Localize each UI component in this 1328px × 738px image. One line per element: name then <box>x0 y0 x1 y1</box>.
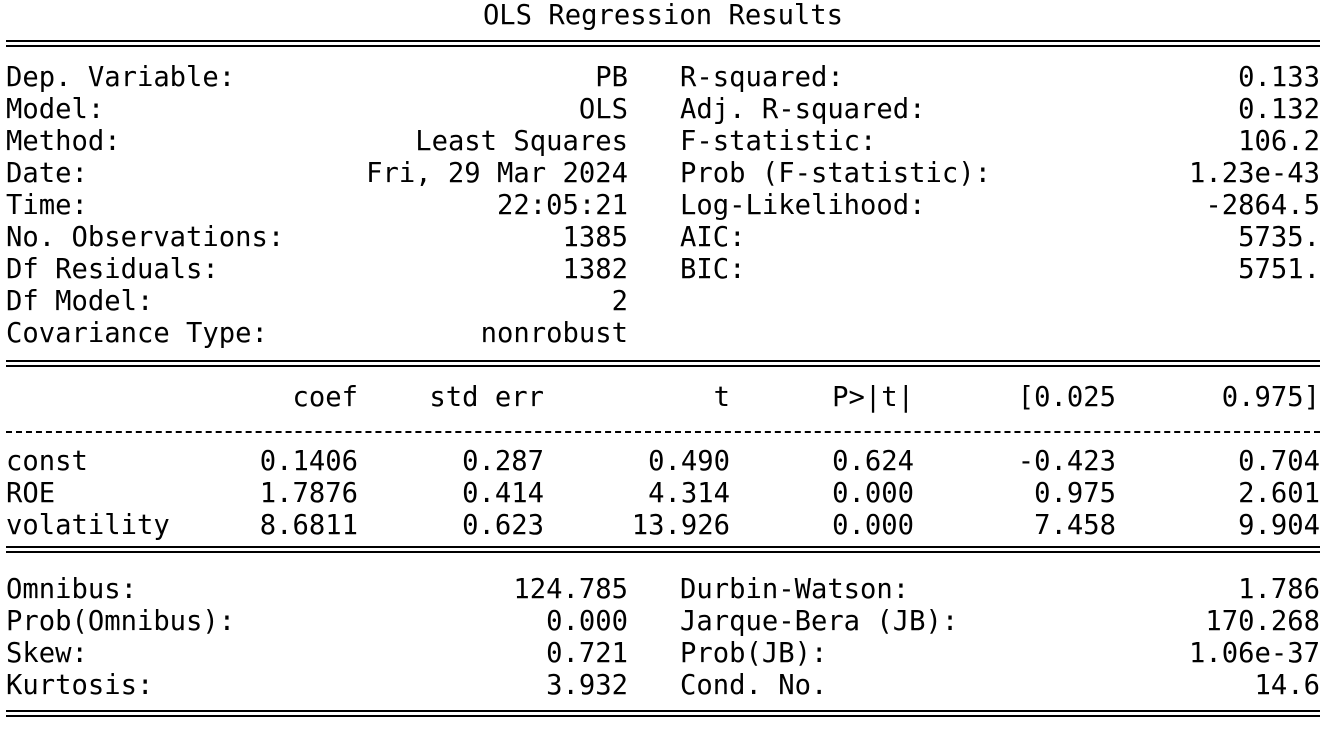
variable-name: const <box>6 446 88 477</box>
column-header: std err <box>429 382 544 413</box>
table-row: volatility 8.6811 0.623 13.926 0.000 7.458 9.9… <box>6 510 1320 542</box>
stat-value: nonrobust <box>480 318 628 349</box>
summary-title: OLS Regression Results <box>482 0 844 31</box>
model-info-row: Time: 22:05:21 Log-Likelihood: -2864.5 <box>6 190 1320 222</box>
stat-value: 106.2 <box>1238 126 1320 157</box>
table-cell: -0.423 <box>1017 446 1116 477</box>
stat-label: AIC: <box>680 222 746 253</box>
double-rule-mid <box>6 360 1320 367</box>
stat-label: Df Model: <box>6 286 154 317</box>
stat-value: 1.06e-37 <box>1189 638 1320 669</box>
column-header: [0.025 <box>1017 382 1116 413</box>
stat-value: 1382 <box>562 254 628 285</box>
model-info-row: Covariance Type: nonrobust <box>6 318 1320 350</box>
stat-label: Kurtosis: <box>6 670 154 701</box>
stat-value: -2864.5 <box>1205 190 1320 221</box>
table-row: ROE 1.7876 0.414 4.314 0.000 0.975 2.601 <box>6 478 1320 510</box>
table-cell: 0.975 <box>1034 478 1116 509</box>
stat-label: No. Observations: <box>6 222 285 253</box>
variable-name: volatility <box>6 510 170 541</box>
stat-label: Time: <box>6 190 88 221</box>
table-cell: 0.000 <box>832 478 914 509</box>
table-cell: 2.601 <box>1238 478 1320 509</box>
table-cell: 0.490 <box>648 446 730 477</box>
table-cell: 0.704 <box>1238 446 1320 477</box>
stat-value: 0.132 <box>1238 94 1320 125</box>
stat-label: Df Residuals: <box>6 254 219 285</box>
stat-value: 5751. <box>1238 254 1320 285</box>
stat-label: Prob(Omnibus): <box>6 606 236 637</box>
stat-label: Model: <box>6 94 105 125</box>
diagnostic-row: Omnibus: 124.785 Durbin-Watson: 1.786 <box>6 574 1320 606</box>
table-cell: 4.314 <box>648 478 730 509</box>
diagnostic-row: Kurtosis: 3.932 Cond. No. 14.6 <box>6 670 1320 702</box>
stat-value: 3.932 <box>546 670 628 701</box>
stat-label: Date: <box>6 158 88 189</box>
stat-value: OLS <box>578 94 628 125</box>
table-cell: 1.7876 <box>259 478 358 509</box>
table-row: const 0.1406 0.287 0.490 0.624 -0.423 0.704 <box>6 446 1320 478</box>
stat-label: BIC: <box>680 254 746 285</box>
dashed-rule <box>6 431 1320 433</box>
stat-value: 0.133 <box>1238 62 1320 93</box>
stat-value: 22:05:21 <box>497 190 628 221</box>
stat-label: Prob (F-statistic): <box>680 158 991 189</box>
stat-value: Fri, 29 Mar 2024 <box>366 158 628 189</box>
stat-label: Dep. Variable: <box>6 62 236 93</box>
stat-label: R-squared: <box>680 62 844 93</box>
stat-label: Cond. No. <box>680 670 828 701</box>
model-info-row: No. Observations: 1385 AIC: 5735. <box>6 222 1320 254</box>
model-info-row: Date: Fri, 29 Mar 2024 Prob (F-statistic):… <box>6 158 1320 190</box>
double-rule-top <box>6 40 1320 47</box>
column-header: t <box>713 382 730 413</box>
table-cell: 0.414 <box>462 478 544 509</box>
stat-value: 1.23e-43 <box>1189 158 1320 189</box>
stat-label: Adj. R-squared: <box>680 94 926 125</box>
table-cell: 0.624 <box>832 446 914 477</box>
diagnostic-row: Skew: 0.721 Prob(JB): 1.06e-37 <box>6 638 1320 670</box>
stat-label: Skew: <box>6 638 88 669</box>
model-info-row: Method: Least Squares F-statistic: 106.2 <box>6 126 1320 158</box>
stat-value: 124.785 <box>513 574 628 605</box>
model-info-row: Dep. Variable: PB R-squared: 0.133 <box>6 62 1320 94</box>
variable-name: ROE <box>6 478 56 509</box>
table-cell: 9.904 <box>1238 510 1320 541</box>
model-info-row: Df Model: 2 <box>6 286 1320 318</box>
stat-label: Prob(JB): <box>680 638 828 669</box>
stat-label: Durbin-Watson: <box>680 574 910 605</box>
table-cell: 0.623 <box>462 510 544 541</box>
double-rule-lower <box>6 546 1320 553</box>
diagnostic-row: Prob(Omnibus): 0.000 Jarque-Bera (JB): 170.… <box>6 606 1320 638</box>
stat-value: 170.268 <box>1205 606 1320 637</box>
stat-value: 14.6 <box>1254 670 1320 701</box>
stat-value: 5735. <box>1238 222 1320 253</box>
stat-value: 0.721 <box>546 638 628 669</box>
stat-label: Log-Likelihood: <box>680 190 926 221</box>
table-cell: 0.287 <box>462 446 544 477</box>
stat-label: Method: <box>6 126 121 157</box>
table-cell: 7.458 <box>1034 510 1116 541</box>
column-header: coef <box>292 382 358 413</box>
stat-value: PB <box>595 62 628 93</box>
double-rule-bottom <box>6 710 1320 717</box>
column-header: P>|t| <box>832 382 914 413</box>
stat-value: 2 <box>611 286 628 317</box>
coef-header-line: coef std err t P>|t| [0.025 0.975] <box>6 382 1320 414</box>
model-info-row: Df Residuals: 1382 BIC: 5751. <box>6 254 1320 286</box>
table-cell: 13.926 <box>631 510 730 541</box>
stat-label: Omnibus: <box>6 574 137 605</box>
table-cell: 0.1406 <box>259 446 358 477</box>
stat-value: 1385 <box>562 222 628 253</box>
table-cell: 0.000 <box>832 510 914 541</box>
stat-label: Covariance Type: <box>6 318 268 349</box>
stat-value: 1.786 <box>1238 574 1320 605</box>
model-info-row: Model: OLS Adj. R-squared: 0.132 <box>6 94 1320 126</box>
stat-value: Least Squares <box>415 126 628 157</box>
stat-value: 0.000 <box>546 606 628 637</box>
stat-label: Jarque-Bera (JB): <box>680 606 959 637</box>
stat-label: F-statistic: <box>680 126 877 157</box>
table-cell: 8.6811 <box>259 510 358 541</box>
column-header: 0.975] <box>1221 382 1320 413</box>
